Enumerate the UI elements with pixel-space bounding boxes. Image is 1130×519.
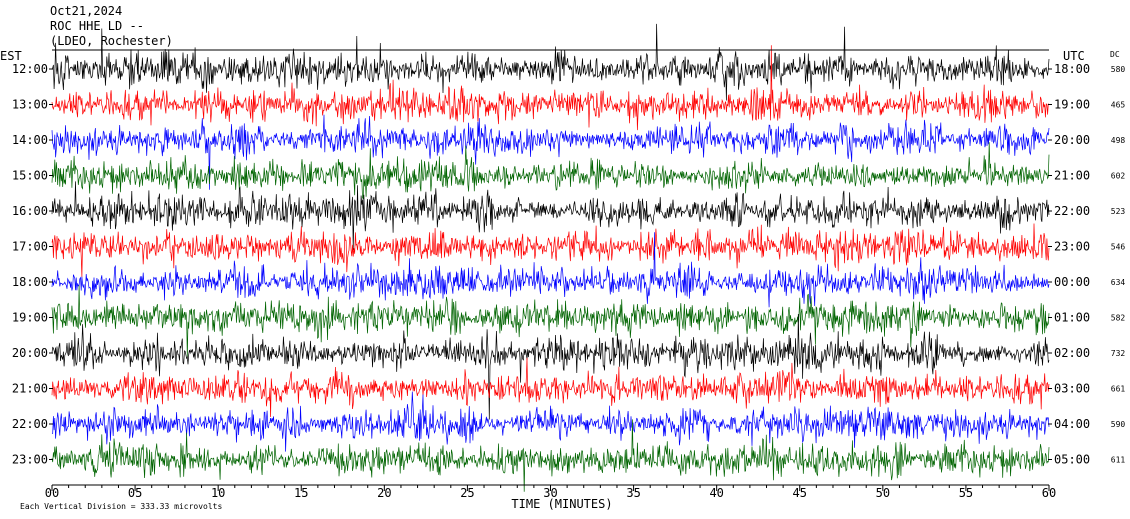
- row-labels: 12:00 18:00 580 13:00 19:00 465 14:00 20:00 498 1…: [0, 49, 1125, 467]
- x-tick-label: 10: [211, 486, 225, 500]
- utc-axis-label: UTC: [1063, 49, 1085, 63]
- x-tick-label: 15: [294, 486, 308, 500]
- x-tick-label: 40: [709, 486, 723, 500]
- trace-line-2100: [51, 357, 1050, 418]
- est-label: 14:00: [12, 133, 48, 147]
- x-tick-label: 25: [460, 486, 474, 500]
- utc-label: 05:00: [1054, 453, 1090, 467]
- est-label: 16:00: [12, 204, 48, 218]
- trace-line-2000: [51, 313, 1050, 420]
- dc-value: 634: [1111, 278, 1126, 287]
- x-tick-label: 05: [128, 486, 142, 500]
- trace-line-1800: [51, 232, 1050, 308]
- trace-line-1300: [51, 45, 1050, 131]
- dc-value: 732: [1111, 349, 1126, 358]
- utc-label: 01:00: [1054, 311, 1090, 325]
- est-label: 23:00: [12, 453, 48, 467]
- dc-value: 602: [1111, 172, 1126, 181]
- trace-line-2200: [51, 391, 1050, 452]
- header-location: (LDEO, Rochester): [50, 34, 173, 48]
- utc-label: 19:00: [1054, 98, 1090, 112]
- est-label: 13:00: [12, 98, 48, 112]
- dc-header-label: DC: [1110, 50, 1120, 59]
- trace-line-1500: [51, 142, 1050, 200]
- x-tick-label: 60: [1042, 486, 1056, 500]
- plot-axes: 00 05 10 15 20 25 30 35 40 45 50 55 60 TIME (MINUTES)…: [20, 49, 1056, 511]
- trace-line-1700: [51, 223, 1050, 278]
- trace-line-1200: [51, 23, 1050, 101]
- dc-value: 546: [1111, 243, 1126, 252]
- trace-line-1600: [51, 181, 1050, 251]
- header-station: ROC HHE LD --: [50, 19, 144, 33]
- est-label: 22:00: [12, 417, 48, 431]
- trace-line-1900: [51, 285, 1050, 358]
- dc-value: 611: [1111, 456, 1126, 465]
- est-label: 18:00: [12, 275, 48, 289]
- x-tick-label: 50: [876, 486, 890, 500]
- x-tick-label: 55: [959, 486, 973, 500]
- utc-label: 22:00: [1054, 204, 1090, 218]
- est-label: 12:00: [12, 62, 48, 76]
- dc-value: 465: [1111, 101, 1126, 110]
- x-tick-label: 20: [377, 486, 391, 500]
- dc-value: 590: [1111, 420, 1126, 429]
- utc-label: 02:00: [1054, 346, 1090, 360]
- dc-value: 498: [1111, 136, 1126, 145]
- utc-label: 23:00: [1054, 240, 1090, 254]
- x-tick-label: 35: [626, 486, 640, 500]
- header-date: Oct21,2024: [50, 4, 123, 18]
- est-axis-label: EST: [0, 49, 22, 63]
- dc-value: 661: [1111, 385, 1126, 394]
- trace-line-1400: [51, 114, 1050, 190]
- est-label: 17:00: [12, 240, 48, 254]
- x-axis-title: TIME (MINUTES): [511, 497, 612, 511]
- est-label: 19:00: [12, 311, 48, 325]
- dc-value: 582: [1111, 314, 1126, 323]
- est-label: 20:00: [12, 346, 48, 360]
- seismic-traces: [51, 23, 1050, 492]
- vertical-division-note: Each Vertical Division = 333.33 microvol…: [20, 502, 222, 511]
- utc-label: 04:00: [1054, 417, 1090, 431]
- x-tick-label: 30: [543, 486, 557, 500]
- x-tick-label: 45: [793, 486, 807, 500]
- utc-label: 20:00: [1054, 133, 1090, 147]
- utc-label: 18:00: [1054, 62, 1090, 76]
- est-label: 15:00: [12, 169, 48, 183]
- utc-label: 00:00: [1054, 275, 1090, 289]
- est-label: 21:00: [12, 382, 48, 396]
- utc-label: 21:00: [1054, 169, 1090, 183]
- dc-value: 523: [1111, 207, 1126, 216]
- utc-label: 03:00: [1054, 382, 1090, 396]
- dc-value: 580: [1111, 65, 1126, 74]
- x-tick-label: 00: [45, 486, 59, 500]
- trace-line-2300: [51, 419, 1050, 492]
